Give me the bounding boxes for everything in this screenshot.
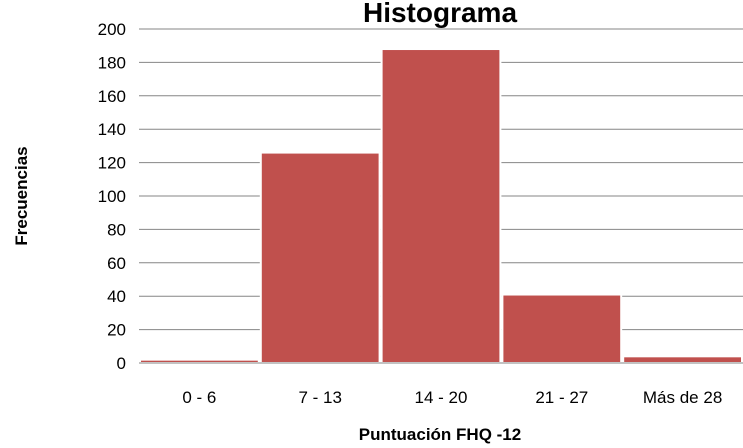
- y-tick-label: 180: [98, 53, 126, 72]
- y-axis-ticks: 0 20 40 60 80 100 120 140 160 180 200: [98, 20, 126, 373]
- bars: [139, 48, 743, 365]
- x-tick-label: 7 - 13: [298, 388, 341, 407]
- y-tick-label: 40: [107, 287, 126, 306]
- x-axis-ticks: 0 - 6 7 - 13 14 - 20 21 - 27 Más de 28: [182, 388, 722, 407]
- y-axis-title: Frecuencias: [12, 146, 31, 245]
- y-tick-label: 80: [107, 220, 126, 239]
- y-tick-label: 200: [98, 20, 126, 39]
- x-tick-label: 21 - 27: [535, 388, 588, 407]
- y-tick-label: 100: [98, 187, 126, 206]
- y-tick-label: 120: [98, 154, 126, 173]
- y-tick-label: 20: [107, 321, 126, 340]
- x-tick-label: 0 - 6: [182, 388, 216, 407]
- y-tick-label: 160: [98, 87, 126, 106]
- bar-4: [622, 355, 743, 365]
- y-tick-label: 0: [117, 354, 126, 373]
- x-tick-label: 14 - 20: [415, 388, 468, 407]
- bar-1: [259, 151, 381, 364]
- y-tick-label: 140: [98, 120, 126, 139]
- x-tick-label: Más de 28: [643, 388, 722, 407]
- y-tick-label: 60: [107, 254, 126, 273]
- x-axis-title: Puntuación FHQ -12: [359, 425, 521, 444]
- chart-title: Histograma: [363, 0, 517, 28]
- bar-3: [501, 293, 623, 364]
- bar-0: [139, 358, 260, 365]
- bar-2: [380, 48, 502, 364]
